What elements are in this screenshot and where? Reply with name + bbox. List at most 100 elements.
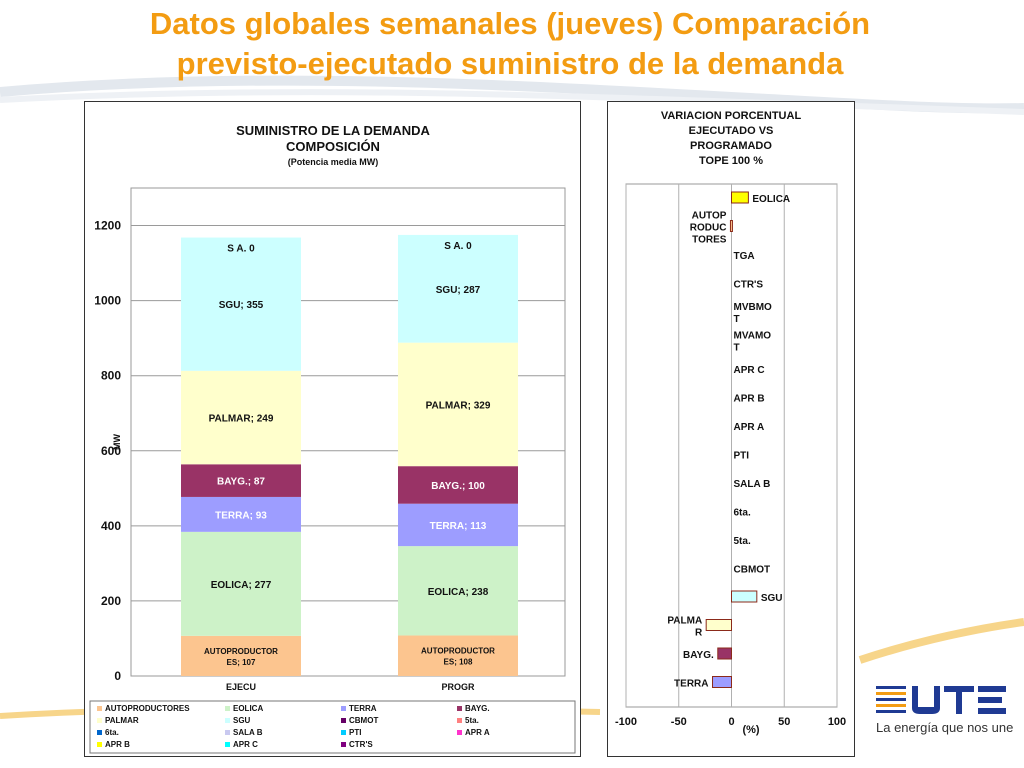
composition-chart: SUMINISTRO DE LA DEMANDA COMPOSICIÓN (Po…	[89, 123, 576, 754]
legend-entry: APR B	[97, 740, 130, 749]
chart-legend: AUTOPRODUCTORES EOLICA TERRA BAYG. PALMAR SGU…	[89, 700, 576, 754]
legend-label: PTI	[349, 728, 361, 737]
y-tick-label: 200	[101, 594, 121, 608]
x-tick-label: 0	[728, 716, 734, 728]
x-tick-label: -100	[615, 716, 637, 728]
bar-segment	[181, 237, 301, 371]
slide-title-line2: previsto-ejecutado suministro de la dema…	[176, 46, 844, 81]
variation-bar: 6ta.	[734, 508, 751, 519]
variation-bar-label: AUTOP	[692, 211, 727, 222]
data-label: ES; 107	[227, 658, 256, 667]
variation-chart-title: VARIACION PORCENTUAL EJECUTADO VS PROGRAMA…	[661, 110, 802, 167]
chart-subtitle: (Potencia media MW)	[288, 157, 379, 167]
bar-segment	[398, 546, 518, 636]
legend-label: EOLICA	[233, 704, 263, 713]
variation-bar-label: 5ta.	[734, 536, 751, 547]
bar-segment	[398, 342, 518, 467]
variation-bar-label: T	[734, 343, 740, 354]
x-tick-label: -50	[671, 716, 687, 728]
legend-entry: SGU	[225, 716, 251, 725]
legend-swatch	[341, 706, 346, 711]
variation-bar: BAYG.	[683, 647, 733, 661]
chart-title-line: PROGRAMADO	[690, 140, 772, 152]
bar-segment	[181, 496, 301, 532]
variation-bar-label: SGU	[761, 593, 783, 604]
bar-stacks: AUTOPRODUCTOR ES; 107 EOLICA; 277 TERRA; 93…	[181, 234, 518, 676]
legend-swatch	[341, 742, 346, 747]
y-tick-label: 1200	[94, 219, 121, 233]
variation-bar-rect	[717, 647, 733, 660]
variation-bar-label: TGA	[734, 251, 755, 262]
variation-bar-label: MVBMO	[734, 302, 773, 313]
y-tick-labels: 0 200 400 600 800 1000 1200	[94, 219, 121, 683]
bar-segment	[398, 234, 518, 343]
legend-swatch	[97, 706, 102, 711]
legend-entry: 5ta.	[457, 716, 479, 725]
legend-entry: CTR'S	[341, 740, 373, 749]
variation-bar-label: R	[695, 628, 703, 639]
legend-entry: TERRA	[341, 704, 377, 713]
legend-entry: AUTOPRODUCTORES	[97, 704, 190, 713]
legend-swatch	[457, 730, 462, 735]
chart-title-line2: COMPOSICIÓN	[286, 139, 380, 154]
legend-swatch	[225, 742, 230, 747]
variation-bar-label: BAYG.	[683, 650, 714, 661]
variation-bars: EOLICAAUTOPRODUCTORESTGACTR'SMVBMOTMVAMO…	[667, 191, 790, 690]
x-gridlines	[625, 183, 838, 708]
bar-segment	[181, 635, 301, 676]
variation-bar-label: CTR'S	[734, 280, 764, 291]
legend-label: SALA B	[233, 728, 263, 737]
data-label: EOLICA; 277	[211, 580, 272, 591]
legend-entry: SALA B	[225, 728, 263, 737]
variation-bar: APR C	[734, 365, 765, 376]
variation-bar-label: PALMA	[667, 616, 702, 627]
x-tick-label: 50	[778, 716, 790, 728]
legend-label: TERRA	[349, 704, 377, 713]
chart-title-line1: SUMINISTRO DE LA DEMANDA	[236, 123, 430, 138]
variation-bar-rect	[731, 191, 749, 204]
variation-bar-label: PTI	[734, 451, 750, 462]
variation-bar-label: APR C	[734, 365, 765, 376]
legend-label: CTR'S	[349, 740, 373, 749]
data-label: SGU; 287	[436, 285, 481, 296]
variation-bar-label: APR B	[734, 394, 765, 405]
variation-bar: AUTOPRODUCTORES	[690, 211, 733, 246]
data-label: PALMAR; 249	[209, 414, 274, 425]
legend-entry: 6ta.	[97, 728, 119, 737]
y-tick-label: 400	[101, 519, 121, 533]
x-tick-label: EJECU	[226, 682, 256, 692]
legend-swatch	[341, 730, 346, 735]
y-tick-label: 1000	[94, 294, 121, 308]
variation-bar-label: APR A	[734, 422, 765, 433]
legend-label: 5ta.	[465, 716, 479, 725]
bar-segment	[398, 503, 518, 547]
variation-bar: APR B	[734, 394, 765, 405]
legend-entry: APR C	[225, 740, 258, 749]
legend-swatch	[341, 718, 346, 723]
data-label: TERRA; 113	[430, 521, 487, 532]
variation-bar-rect	[712, 676, 733, 688]
bar-segment	[181, 464, 301, 497]
x-axis-label: (%)	[742, 724, 759, 736]
variation-bar-label: RODUC	[690, 223, 727, 234]
variation-chart-panel: VARIACION PORCENTUAL EJECUTADO VS PROGRAMA…	[607, 101, 855, 757]
y-axis-label: MW	[112, 434, 122, 450]
legend-swatch	[97, 730, 102, 735]
data-label: AUTOPRODUCTOR	[421, 647, 495, 656]
y-tick-label: 0	[114, 669, 121, 683]
bar-segment	[398, 635, 518, 676]
variation-bar: SALA B	[734, 479, 771, 490]
legend-label: 6ta.	[105, 728, 119, 737]
x-tick-label: 100	[828, 716, 846, 728]
ute-logo-mark-icon	[876, 686, 1006, 714]
legend-swatch	[97, 742, 102, 747]
variation-bar: EOLICA	[731, 191, 790, 205]
variation-bar-rect	[705, 619, 732, 631]
bar-segment	[181, 370, 301, 465]
legend-label: PALMAR	[105, 716, 139, 725]
data-label: BAYG.; 100	[431, 481, 485, 492]
variation-bar: APR A	[734, 422, 765, 433]
data-label: EOLICA; 238	[428, 587, 489, 598]
legend-entry: PTI	[341, 728, 361, 737]
legend-swatch	[225, 730, 230, 735]
